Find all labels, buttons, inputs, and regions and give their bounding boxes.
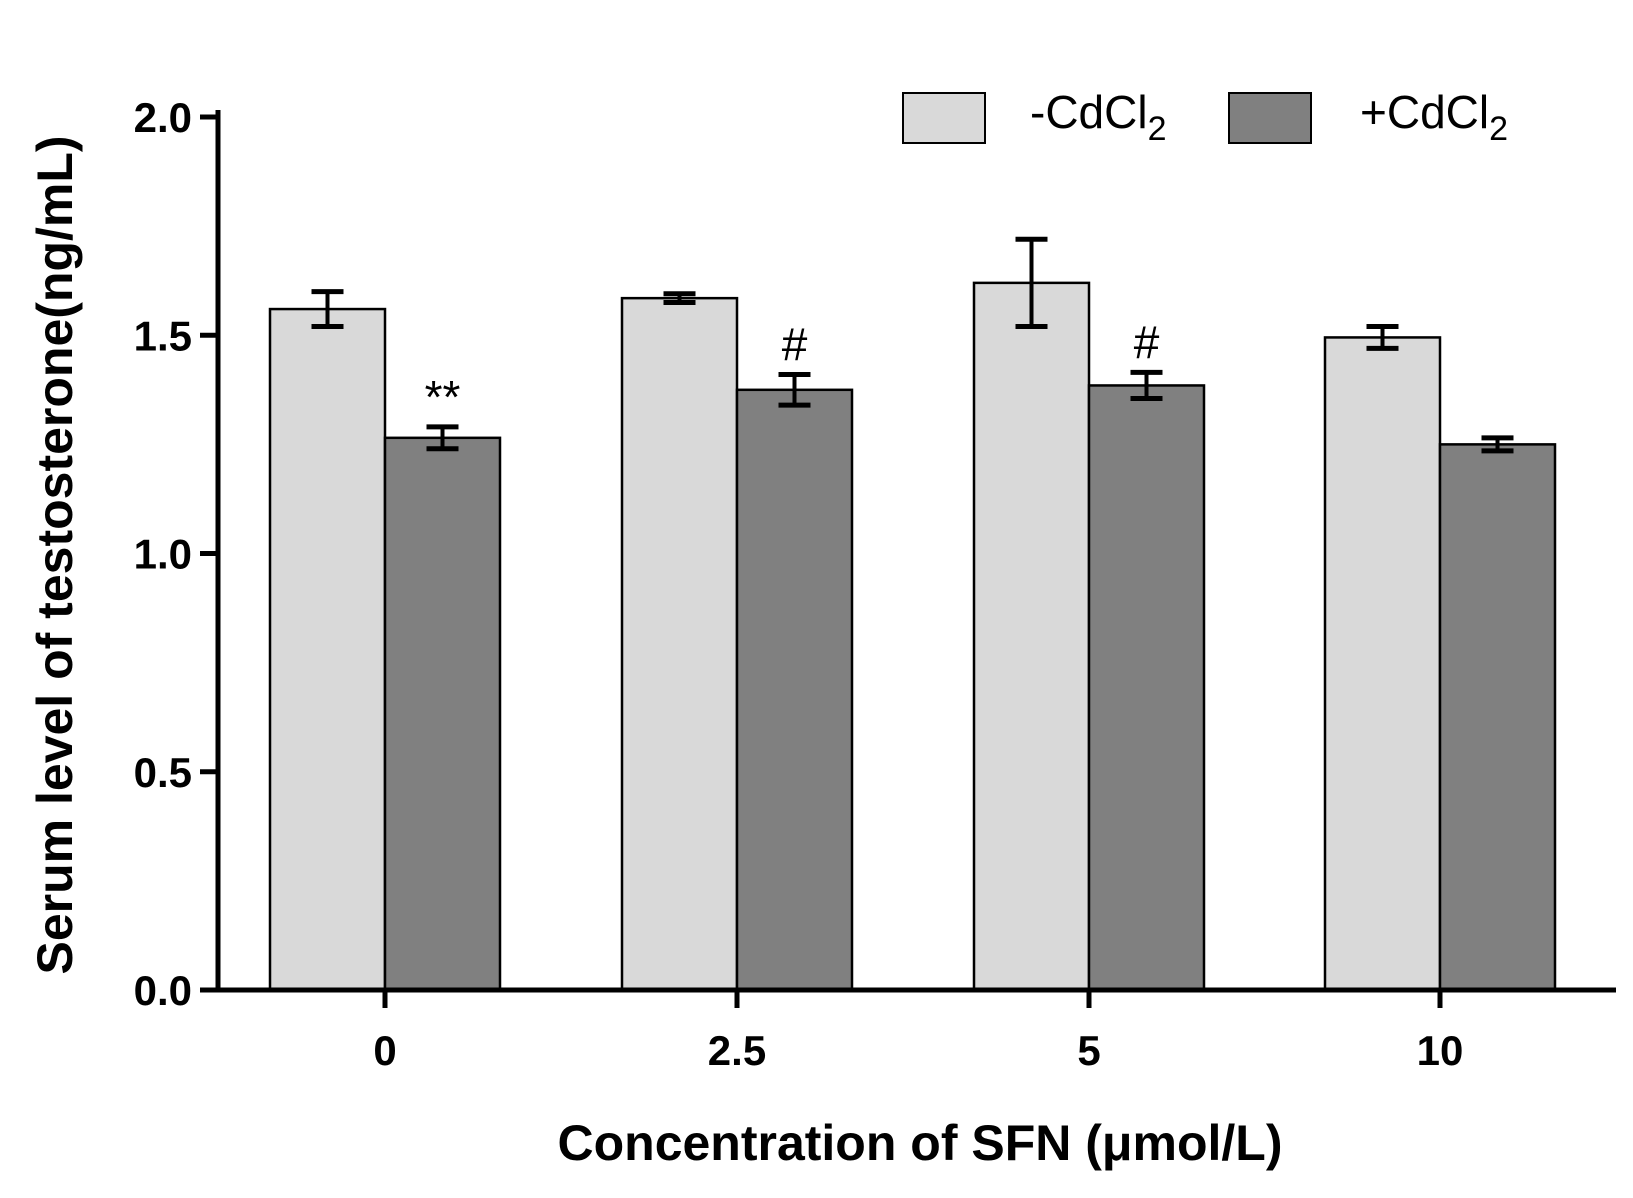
bar-series0-cat-5	[972, 281, 1091, 992]
y-tick-label: 1.0	[134, 531, 192, 578]
error-bar-series0-cat-10	[1366, 324, 1399, 351]
bar-series1-cat-5	[1087, 384, 1206, 992]
axes-layer	[200, 110, 1616, 993]
bar-series0-cat-0	[268, 307, 387, 992]
y-tick-label: 0.0	[134, 967, 192, 1014]
error-bar-series1-cat-2.5	[778, 372, 811, 408]
bar-series0-cat-10	[1323, 336, 1442, 992]
y-tick-label: 0.5	[134, 749, 192, 796]
y-ticks-layer: 0.0 0.5 1.0 1.5 2.0	[134, 94, 218, 1014]
significance-mark-series1-cat-0: **	[425, 371, 461, 423]
error-bars-layer	[311, 236, 1514, 454]
x-axis-title: Concentration of SFN (μmol/L)	[558, 1115, 1283, 1171]
x-ticks-layer: 0 2.5 5 10	[373, 990, 1463, 1074]
x-tick-label: 2.5	[708, 1027, 766, 1074]
legend-swatch-plus-cdcl2	[1228, 92, 1312, 144]
error-bar-series1-cat-5	[1130, 369, 1163, 402]
error-bar-series1-cat-0	[426, 424, 459, 452]
y-tick-label: 2.0	[134, 94, 192, 141]
annotations-layer: ** # #	[425, 316, 1160, 423]
y-axis-title: Serum level of testosterone(ng/mL)	[27, 135, 83, 974]
x-tick-label: 0	[373, 1027, 396, 1074]
bar-series1-cat-2.5	[735, 388, 854, 992]
error-bar-series0-cat-2.5	[663, 291, 696, 306]
error-bar-series0-cat-0	[311, 289, 344, 330]
bars-layer	[268, 281, 1557, 992]
x-tick-label: 10	[1417, 1027, 1464, 1074]
error-bar-series1-cat-10	[1481, 435, 1514, 454]
bar-series0-cat-2.5	[620, 296, 739, 992]
legend: -CdCl2 +CdCl2	[902, 86, 1508, 148]
significance-mark-series1-cat-2.5: #	[782, 319, 808, 371]
legend-label-plus-cdcl2: +CdCl2	[1360, 86, 1508, 148]
error-bar-series0-cat-5	[1015, 236, 1048, 330]
legend-swatch-minus-cdcl2	[902, 92, 986, 144]
legend-label-minus-cdcl2: -CdCl2	[1030, 86, 1166, 148]
significance-mark-series1-cat-5: #	[1134, 316, 1160, 368]
bar-series1-cat-10	[1438, 443, 1557, 992]
x-tick-label: 5	[1077, 1027, 1100, 1074]
y-tick-label: 1.5	[134, 312, 192, 359]
bar-series1-cat-0	[383, 436, 502, 992]
